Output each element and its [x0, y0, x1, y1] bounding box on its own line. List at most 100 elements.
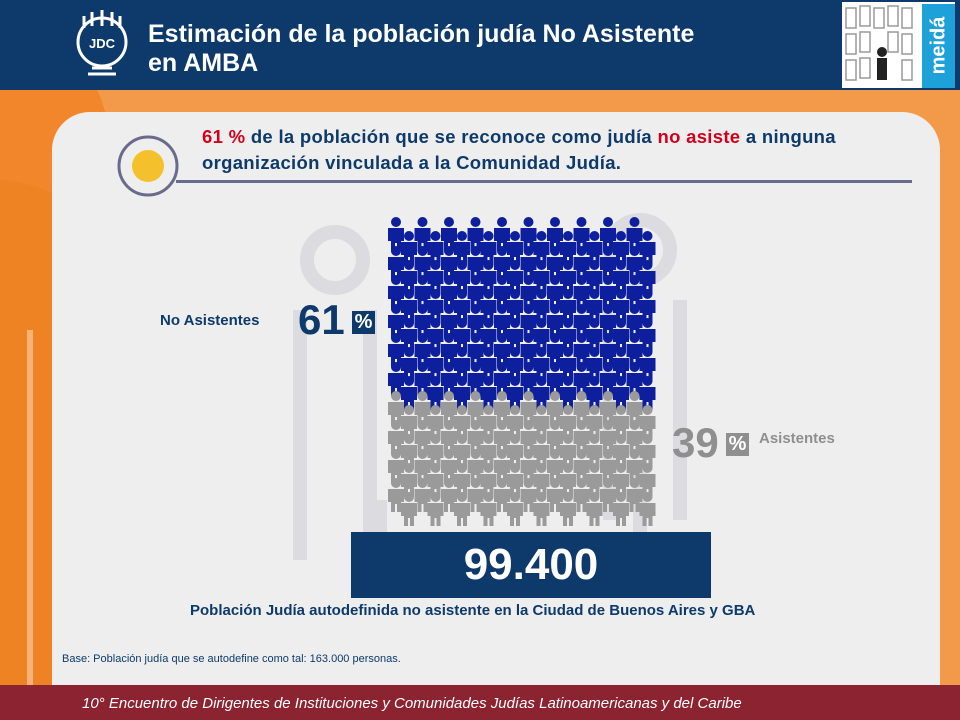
- person-icon: [586, 405, 603, 439]
- person-icon: [427, 463, 444, 497]
- person-icon: [573, 275, 590, 309]
- person-icon: [427, 492, 444, 526]
- meida-wordmark: meidá: [922, 4, 955, 88]
- person-icon: [520, 304, 537, 338]
- person-icon: [573, 217, 590, 251]
- person-icon: [573, 362, 590, 396]
- person-icon: [414, 333, 431, 367]
- person-icon: [560, 463, 576, 497]
- person-icon: [467, 420, 484, 454]
- person-icon: [520, 391, 537, 425]
- person-icon: [454, 405, 470, 439]
- person-icon: [414, 478, 431, 512]
- person-icon: [388, 449, 404, 483]
- person-icon: [467, 333, 484, 367]
- person-icon: [586, 434, 603, 468]
- meida-people-icon: [845, 5, 913, 81]
- person-icon: [586, 231, 603, 265]
- person-icon: [414, 275, 431, 309]
- person-icon: [520, 275, 537, 309]
- person-icon: [414, 217, 431, 251]
- person-icon: [494, 449, 510, 483]
- person-icon: [600, 391, 616, 425]
- person-icon: [441, 420, 457, 454]
- jdc-logo-icon: JDC: [76, 10, 128, 76]
- person-icon: [494, 478, 510, 512]
- person-icon: [586, 260, 603, 294]
- person-icon: [560, 434, 576, 468]
- page-title-line2: en AMBA: [148, 49, 259, 77]
- person-icon: [560, 289, 576, 323]
- person-icon: [467, 304, 484, 338]
- person-icon: [427, 289, 444, 323]
- person-icon: [547, 217, 563, 251]
- intro-statement: 61 % de la población que se reconoce com…: [202, 124, 922, 176]
- person-icon: [639, 289, 656, 323]
- intro-pct-sign: %: [228, 126, 246, 147]
- person-icon: [600, 449, 616, 483]
- person-icon: [454, 289, 470, 323]
- person-icon: [547, 304, 563, 338]
- person-icon: [467, 391, 484, 425]
- person-icon: [480, 260, 497, 294]
- person-icon: [441, 449, 457, 483]
- person-icon: [547, 391, 563, 425]
- person-icon: [613, 463, 629, 497]
- person-icon: [547, 246, 563, 280]
- asistentes-pct-sign: %: [726, 433, 749, 456]
- person-icon: [414, 391, 431, 425]
- person-icon: [467, 246, 484, 280]
- person-icon: [547, 275, 563, 309]
- person-icon: [626, 449, 643, 483]
- person-icon: [507, 463, 523, 497]
- asistentes-label: Asistentes: [759, 430, 835, 447]
- person-icon: [626, 420, 643, 454]
- person-icon: [507, 347, 523, 381]
- person-icon: [427, 231, 444, 265]
- person-icon: [626, 478, 643, 512]
- person-icon: [520, 217, 537, 251]
- person-icon: [533, 492, 550, 526]
- person-icon: [547, 420, 563, 454]
- person-icon: [560, 405, 576, 439]
- person-icon: [388, 217, 404, 251]
- person-icon: [507, 492, 523, 526]
- person-icon: [560, 492, 576, 526]
- intro-highlight: no asiste: [657, 126, 741, 147]
- person-icon: [639, 492, 656, 526]
- person-icon: [547, 449, 563, 483]
- no-asistentes-pct: 61: [298, 296, 345, 343]
- person-icon: [560, 347, 576, 381]
- person-icon: [388, 391, 404, 425]
- person-icon: [401, 463, 417, 497]
- person-icon: [388, 246, 404, 280]
- person-icon: [520, 420, 537, 454]
- person-icon: [454, 463, 470, 497]
- person-icon: [507, 376, 523, 410]
- person-icon: [388, 304, 404, 338]
- person-icon: [626, 304, 643, 338]
- person-icon: [520, 478, 537, 512]
- person-icon: [427, 318, 444, 352]
- person-icon: [626, 391, 643, 425]
- person-icon: [547, 362, 563, 396]
- person-icon: [454, 492, 470, 526]
- person-icon: [600, 304, 616, 338]
- person-icon: [626, 246, 643, 280]
- person-icon: [586, 492, 603, 526]
- person-icon: [639, 463, 656, 497]
- person-icon: [507, 318, 523, 352]
- person-icon: [480, 347, 497, 381]
- person-icon: [401, 492, 417, 526]
- person-icon: [560, 318, 576, 352]
- person-icon: [613, 318, 629, 352]
- footer-text: 10° Encuentro de Dirigentes de Instituci…: [82, 695, 742, 712]
- person-icon: [494, 275, 510, 309]
- person-icon: [414, 449, 431, 483]
- person-icon: [494, 362, 510, 396]
- person-icon: [494, 391, 510, 425]
- person-icon: [639, 318, 656, 352]
- person-icon: [454, 347, 470, 381]
- person-icon: [626, 217, 643, 251]
- no-asistentes-pct-sign: %: [352, 311, 375, 334]
